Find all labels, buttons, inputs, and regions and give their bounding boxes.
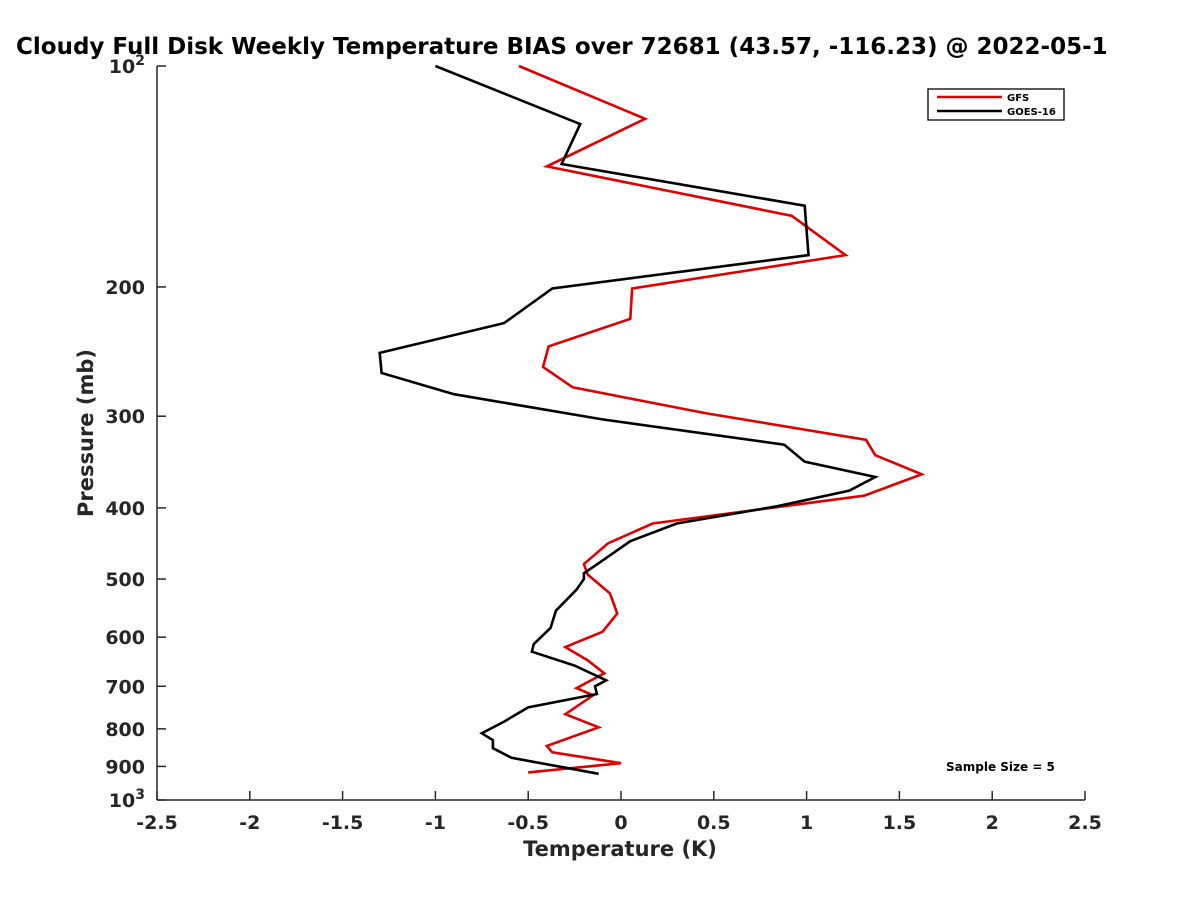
legend-label-gfs: GFS	[1007, 93, 1029, 104]
x-axis-label: Temperature (K)	[523, 837, 717, 861]
y-tick-label: 500	[105, 569, 145, 591]
y-axis-label: Pressure (mb)	[74, 349, 98, 517]
y-tick-label: 800	[105, 719, 145, 741]
x-tick-label: 1.5	[883, 812, 917, 834]
axes: -2.5 -2 -1.5 -1 -0.5 0 0.5 1 1.5 2 2.5 102 200 300 400…	[105, 53, 1102, 834]
y-tick-label: 700	[105, 676, 145, 698]
sample-size-annotation: Sample Size = 5	[946, 760, 1055, 774]
x-tick-label: -1	[425, 812, 446, 834]
legend-label-goes-16: GOES-16	[1007, 107, 1056, 118]
series-line-gfs	[518, 64, 926, 774]
y-tick-label: 400	[105, 498, 145, 520]
series-layer	[378, 64, 926, 776]
x-tick-label: -0.5	[507, 812, 549, 834]
x-tick-label: 2.5	[1068, 812, 1102, 834]
y-tick-label: 900	[105, 756, 145, 778]
x-tick-label: 0.5	[697, 812, 731, 834]
legend-box	[927, 88, 1065, 121]
x-tick-label: 1	[800, 812, 813, 834]
y-tick-label: 102	[109, 53, 145, 78]
y-tick-label: 300	[105, 406, 145, 428]
chart-title: Cloudy Full Disk Weekly Temperature BIAS…	[16, 34, 1108, 60]
y-tick-label: 600	[105, 627, 145, 649]
x-tick-label: 2	[986, 812, 999, 834]
y-tick-label: 200	[105, 277, 145, 299]
y-tick-label: 103	[109, 787, 145, 812]
x-tick-label: -2.5	[136, 812, 178, 834]
x-tick-label: -2	[239, 812, 260, 834]
x-tick-label: -1.5	[322, 812, 364, 834]
legend: GFS GOES-16	[927, 88, 1065, 121]
series-line-goes-16	[378, 64, 880, 776]
x-tick-label: 0	[614, 812, 627, 834]
